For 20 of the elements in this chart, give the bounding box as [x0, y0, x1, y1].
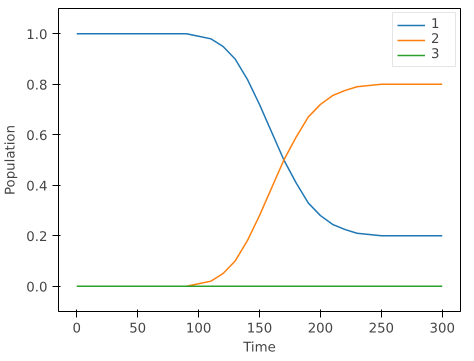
y-tick-label: 0.6	[26, 128, 48, 144]
x-tick-label: 200	[308, 322, 334, 336]
x-axis-title: Time	[242, 340, 276, 356]
y-tick-label: 1.0	[26, 28, 48, 43]
line-series	[186, 84, 443, 287]
y-tick-label: 0.4	[26, 179, 48, 194]
x-tick-label: 100	[186, 322, 212, 336]
y-axis-title: Population	[3, 124, 18, 196]
y-tick-label: 0.0	[26, 280, 48, 296]
line-series	[76, 33, 443, 236]
legend-label: 2	[431, 32, 440, 47]
x-tick-label: 250	[368, 322, 394, 336]
x-tick-label: 50	[129, 322, 146, 336]
x-tick-label: 0	[72, 322, 82, 336]
x-tick-label: 300	[430, 322, 455, 336]
legend-label: 3	[431, 47, 440, 62]
y-tick-label: 0.2	[26, 230, 48, 245]
y-tick-label: 0.8	[26, 78, 48, 94]
x-tick-label: 150	[246, 322, 272, 336]
legend-label: 1	[431, 17, 440, 32]
